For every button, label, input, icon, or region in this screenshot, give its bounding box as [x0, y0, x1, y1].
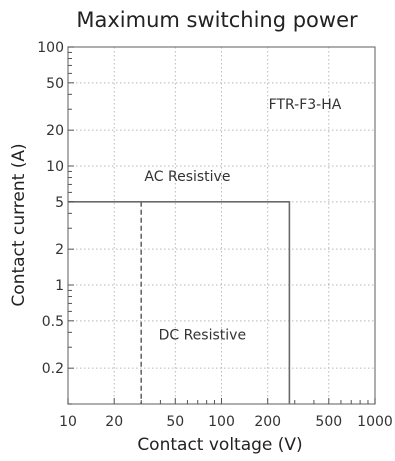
y-tick-label: 100 — [37, 40, 64, 56]
y-tick-label: 1 — [55, 278, 64, 294]
ac-resistive-line — [68, 201, 291, 404]
y-tick-label: 20 — [46, 123, 64, 139]
x-axis-label: Contact voltage (V) — [137, 435, 302, 455]
y-tick-label: 2 — [55, 242, 64, 258]
y-tick-label: 0.2 — [42, 361, 64, 377]
y-tick-labels: 0.2 0.5 1 2 5 10 20 50 100 — [37, 40, 64, 377]
x-tick-label: 200 — [254, 414, 281, 430]
x-tick-label: 20 — [105, 414, 123, 430]
chart-title: Maximum switching power — [76, 8, 358, 32]
x-tick-label: 1000 — [357, 414, 393, 430]
dc-resistive-label: DC Resistive — [159, 327, 246, 343]
y-axis-label: Contact current (A) — [9, 143, 29, 306]
plot-series — [68, 201, 291, 404]
axis-ticks — [67, 46, 376, 405]
grid-lines — [68, 47, 375, 404]
y-tick-label: 50 — [46, 76, 64, 92]
x-tick-label: 500 — [315, 414, 342, 430]
y-tick-label: 10 — [46, 159, 64, 175]
y-tick-label: 0.5 — [42, 314, 64, 330]
x-tick-labels: 10 20 50 100 200 500 1000 — [59, 414, 393, 430]
model-label: FTR-F3-HA — [269, 97, 342, 113]
ac-resistive-label: AC Resistive — [144, 169, 230, 185]
y-tick-label: 5 — [55, 195, 64, 211]
x-tick-label: 50 — [166, 414, 184, 430]
x-tick-label: 100 — [208, 414, 235, 430]
annotations: FTR-F3-HA AC Resistive DC Resistive — [144, 97, 341, 343]
x-tick-label: 10 — [59, 414, 77, 430]
